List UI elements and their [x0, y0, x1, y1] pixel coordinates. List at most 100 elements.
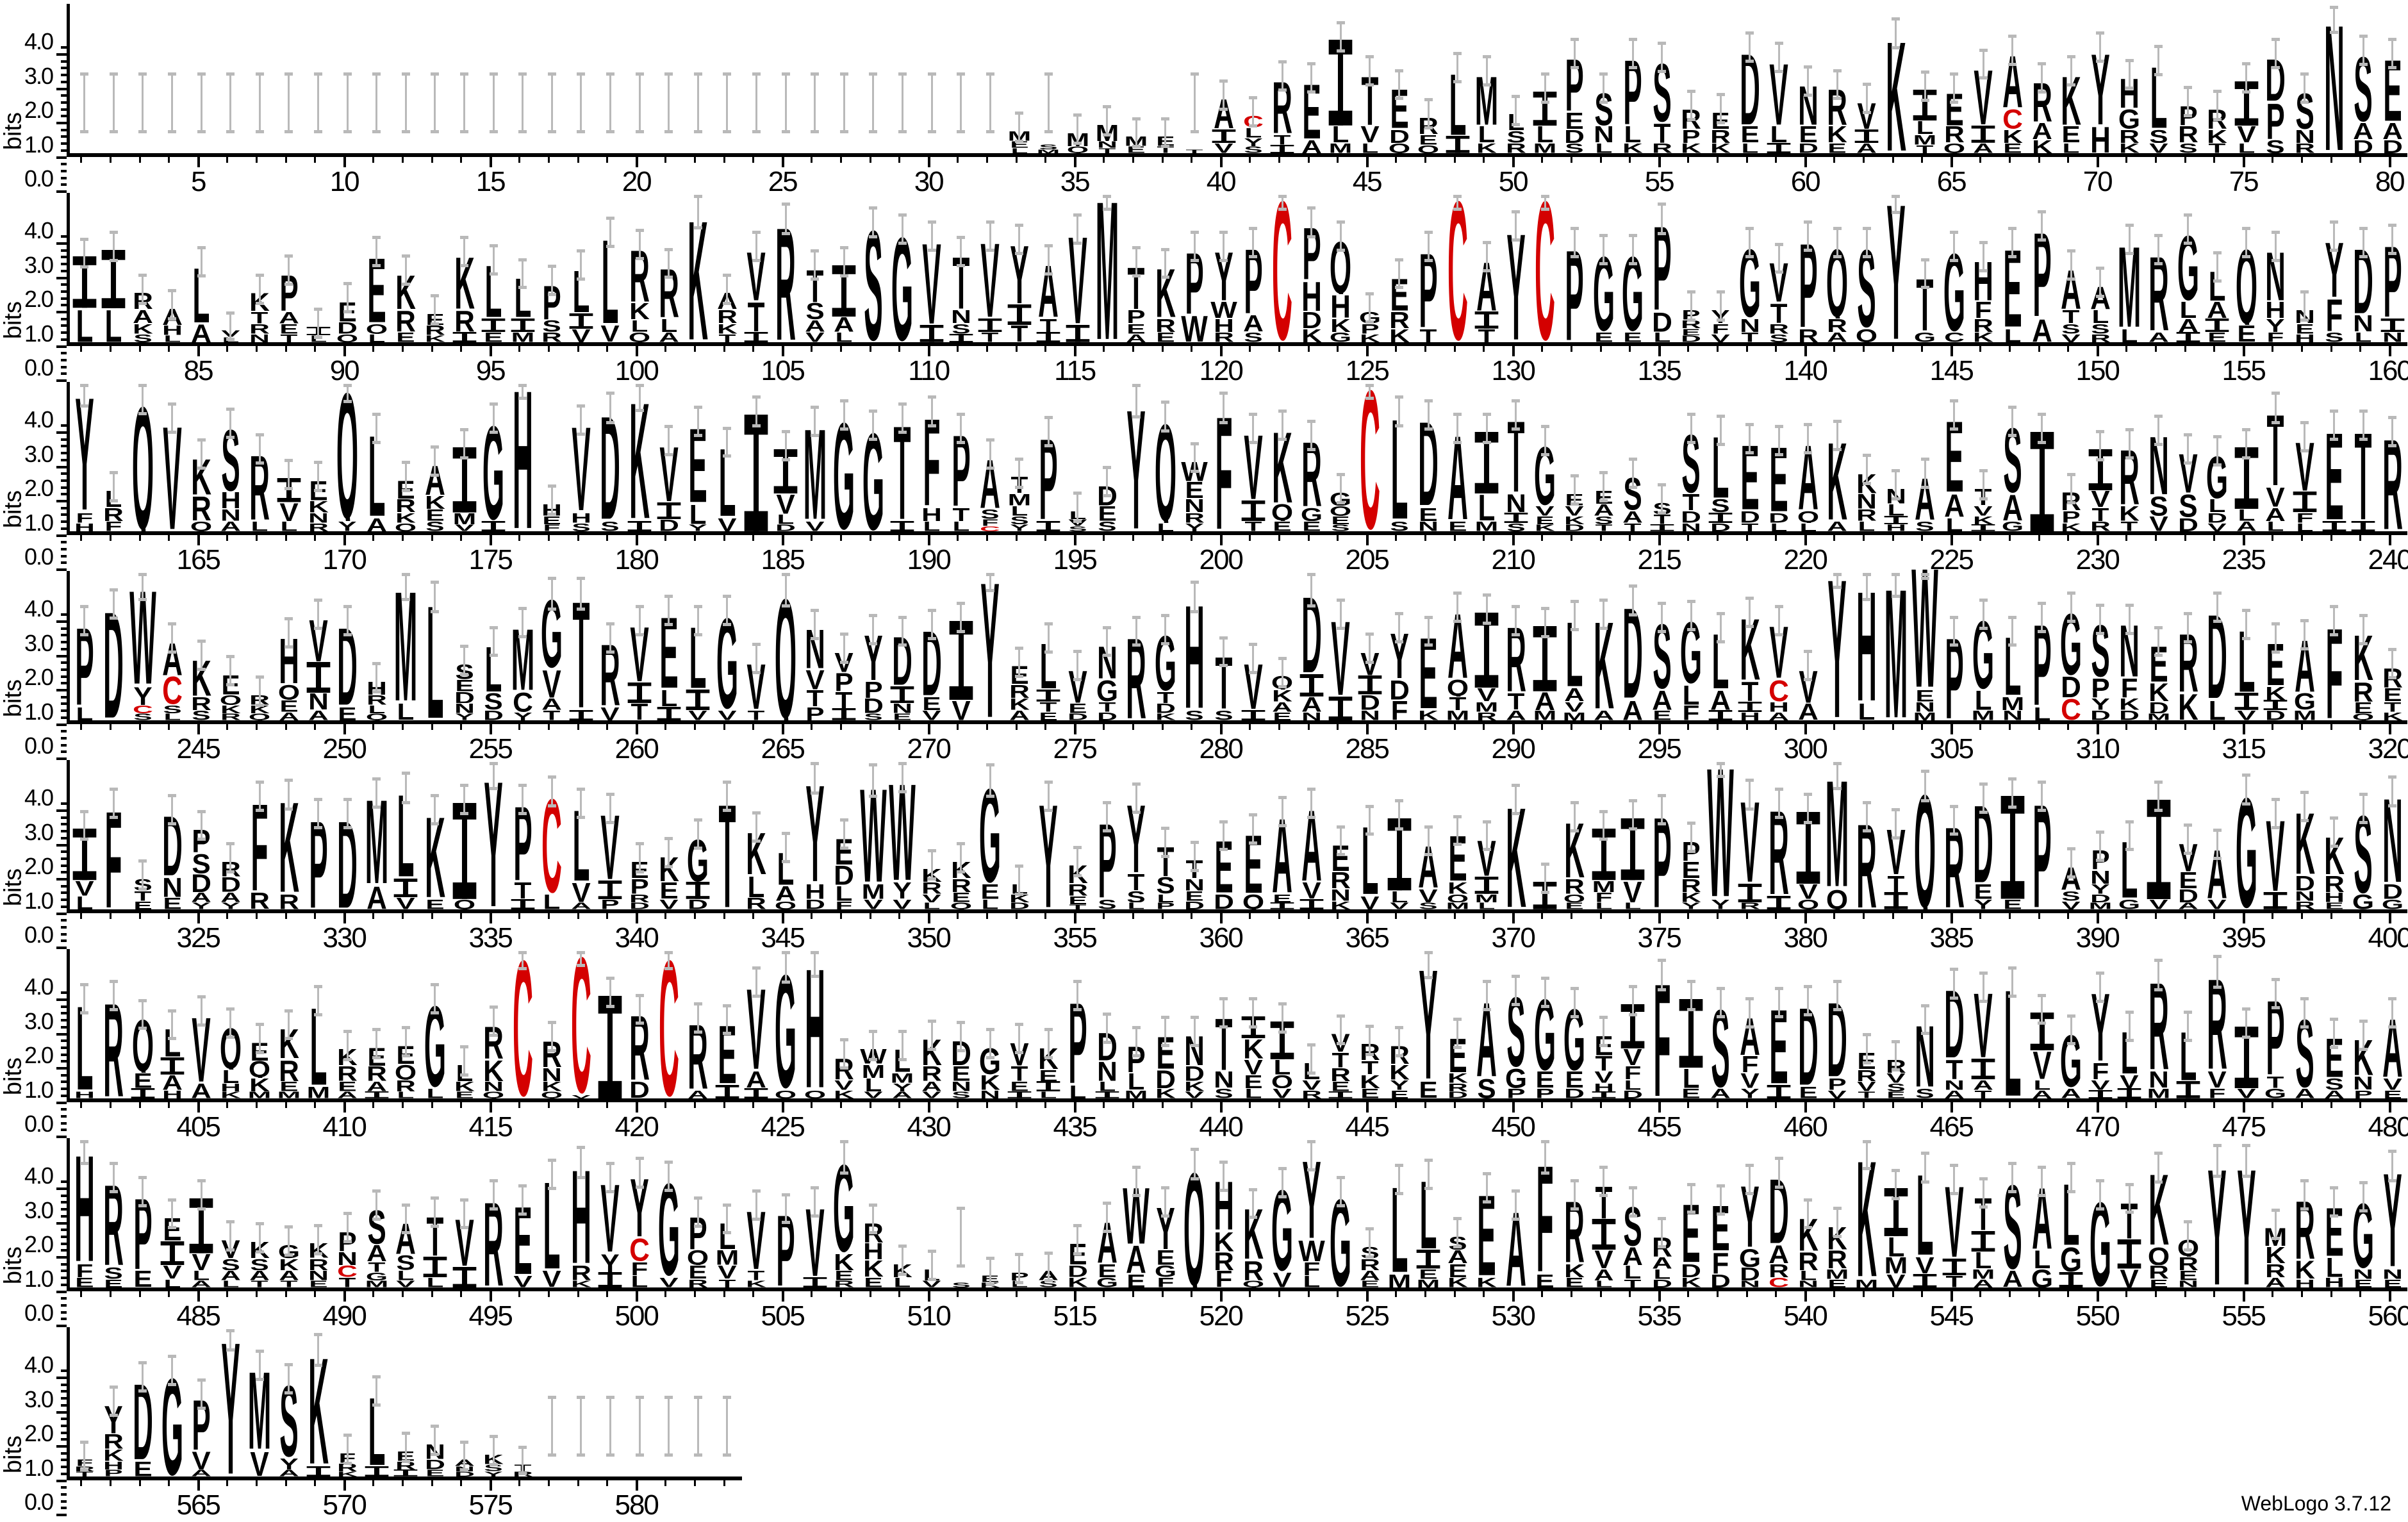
- error-bar-cap: [606, 245, 614, 249]
- error-bar: [404, 1205, 407, 1234]
- error-bar: [697, 408, 699, 436]
- error-bar: [1369, 634, 1371, 663]
- logo-letter-L: L: [1390, 415, 1408, 521]
- error-bar-cap: [1745, 59, 1754, 63]
- error-bar: [2070, 849, 2072, 878]
- logo-position-371: [1531, 760, 1560, 909]
- svg-text:S: S: [2149, 495, 2168, 516]
- error-bar: [375, 663, 378, 692]
- error-bar-cap: [1804, 792, 1813, 796]
- svg-text:S: S: [1711, 499, 1729, 512]
- logo-letter-Q: Q: [775, 593, 796, 720]
- y-tick-label: 1.0: [24, 1454, 54, 1481]
- error-bar-cap: [1892, 497, 1901, 501]
- svg-text:G: G: [1943, 250, 1965, 332]
- logo-position-530: A: [1501, 1138, 1531, 1287]
- error-bar-cap: [80, 633, 89, 637]
- svg-text:K: K: [2032, 140, 2052, 153]
- logo-letter-A: A: [1594, 1269, 1614, 1281]
- logo-letter-K: K: [2148, 682, 2169, 701]
- error-bar-cap: [1365, 292, 1374, 296]
- logo-letter-E: E: [1653, 710, 1671, 720]
- error-bar: [609, 794, 611, 823]
- logo-letter-E: E: [1126, 324, 1145, 334]
- error-bar-cap: [693, 434, 702, 438]
- error-bar-cap: [635, 257, 644, 260]
- logo-letter-M: M: [1446, 710, 1469, 720]
- y-tick-label: 2.0: [24, 475, 54, 501]
- error-bar: [726, 1397, 729, 1455]
- svg-text:P: P: [2061, 511, 2080, 523]
- svg-text:H: H: [1214, 318, 1234, 332]
- error-bar-cap: [1103, 1201, 1112, 1205]
- logo-position-488: GKAT: [274, 1138, 304, 1287]
- svg-text:R: R: [2119, 129, 2140, 143]
- error-bar-cap: [2008, 643, 2017, 647]
- logo-letter-D: D: [834, 864, 854, 885]
- logo-letter-R: R: [1681, 879, 1702, 892]
- svg-text:D: D: [2178, 518, 2198, 531]
- error-bar-cap: [2184, 114, 2193, 118]
- logo-letter-A: A: [1126, 334, 1146, 342]
- logo-letter-L: L: [222, 1280, 239, 1287]
- logo-letter-Y: Y: [1126, 404, 1145, 531]
- error-bar-cap: [1103, 829, 1112, 833]
- logo-letter-L: L: [2209, 700, 2226, 720]
- error-bar-cap: [1540, 1004, 1549, 1008]
- logo-position-39: T: [1180, 4, 1210, 153]
- svg-text:K: K: [1564, 516, 1585, 524]
- logo-letter-A: A: [279, 311, 299, 324]
- logo-letter-R: R: [1447, 1083, 1468, 1091]
- error-bar: [229, 844, 232, 873]
- svg-text:P: P: [1682, 129, 1701, 143]
- error-bar-cap: [781, 832, 790, 836]
- svg-text:E: E: [1302, 521, 1321, 531]
- error-bar: [2187, 88, 2189, 117]
- x-tick-label: 150: [2075, 355, 2120, 386]
- svg-text:Q: Q: [366, 324, 388, 334]
- error-bar: [142, 1363, 144, 1392]
- logo-letter-K: K: [717, 324, 738, 334]
- error-bar: [522, 74, 524, 132]
- y-tick-label: 2.0: [24, 286, 54, 312]
- logo-letter-R: R: [775, 222, 796, 342]
- logo-letter-G: G: [1271, 1186, 1293, 1272]
- logo-letter-Q: Q: [453, 899, 475, 909]
- x-tick-label: 210: [1491, 544, 1535, 575]
- svg-text:E: E: [1156, 332, 1175, 342]
- logo-letter-N: N: [2353, 1076, 2373, 1089]
- svg-text:E: E: [484, 332, 502, 342]
- error-bar-cap: [839, 846, 848, 850]
- logo-letter-P: P: [1039, 435, 1058, 521]
- logo-position-36: MNT: [1093, 4, 1122, 153]
- error-bar-cap: [693, 1453, 702, 1457]
- svg-text:E: E: [2237, 325, 2255, 342]
- error-bar: [522, 1447, 524, 1474]
- error-bar-cap: [752, 230, 761, 234]
- error-bar-cap: [168, 1198, 177, 1202]
- logo-letter-E: E: [2295, 324, 2314, 334]
- error-bar-cap: [1453, 194, 1462, 198]
- logo-letter-H: H: [1856, 586, 1877, 703]
- logo-letter-E: E: [1360, 1088, 1379, 1098]
- error-bar-cap: [2008, 62, 2017, 66]
- error-bar-cap: [372, 1055, 381, 1059]
- logo-letter-A: A: [220, 521, 241, 531]
- logo-letter-N: N: [1360, 710, 1380, 720]
- svg-text:L: L: [1917, 120, 1934, 134]
- logo-letter-D: D: [2119, 710, 2140, 720]
- logo-letter-M: M: [1095, 195, 1119, 342]
- logo-letter-S: S: [1711, 499, 1729, 512]
- logo-letter-H: H: [1740, 712, 1760, 720]
- error-bar-cap: [489, 430, 498, 434]
- logo-letter-I: [569, 313, 593, 329]
- error-bar: [317, 1225, 320, 1254]
- logo-letter-V: V: [922, 1280, 941, 1287]
